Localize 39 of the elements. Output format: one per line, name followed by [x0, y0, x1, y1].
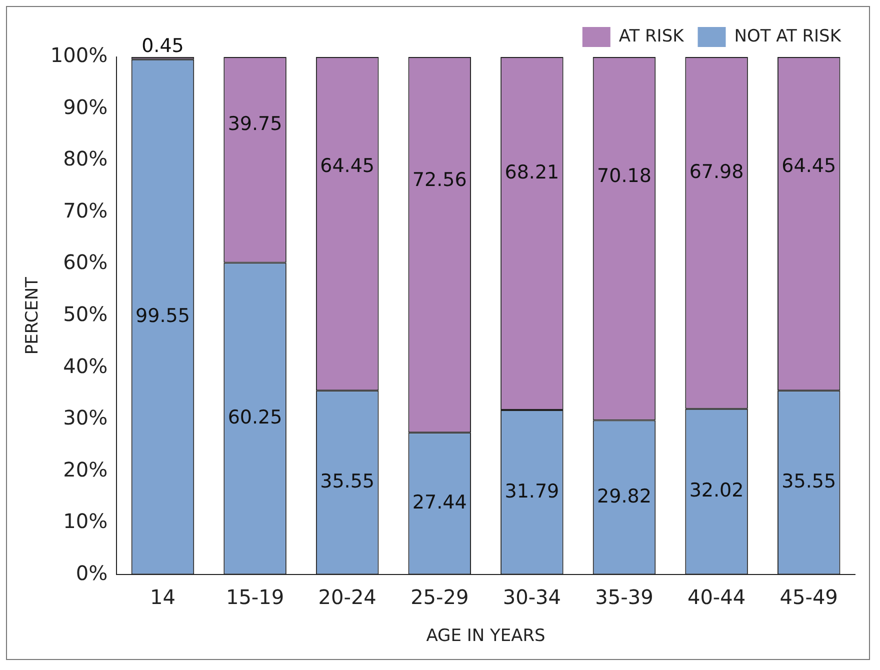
x-axis-title: AGE IN YEARS — [426, 626, 546, 646]
data-label: 70.18 — [597, 164, 652, 187]
y-tick-label: 30% — [63, 406, 108, 430]
data-label: 0.45 — [142, 34, 184, 57]
y-tick-label: 0% — [76, 560, 108, 585]
y-tick-label: 70% — [63, 198, 108, 222]
y-tick-label: 20% — [63, 457, 108, 482]
data-label: 64.45 — [320, 155, 375, 178]
y-tick-label: 100% — [50, 43, 108, 68]
data-label: 64.45 — [782, 155, 836, 178]
data-label: 67.98 — [689, 161, 744, 184]
y-tick-label: 40% — [63, 354, 108, 378]
data-label: 39.75 — [228, 112, 282, 135]
data-label: 72.56 — [412, 168, 467, 191]
y-axis-title: PERCENT — [22, 276, 43, 355]
x-tick-label: 30-34 — [502, 584, 562, 609]
x-tick-label: 35-39 — [595, 584, 654, 609]
x-tick-label: 25-29 — [410, 584, 469, 609]
data-label: 27.44 — [412, 492, 467, 514]
y-tick-label: 80% — [63, 146, 108, 171]
data-label: 31.79 — [504, 480, 560, 502]
x-tick-label: 20-24 — [318, 584, 376, 609]
y-tick-label: 60% — [63, 250, 108, 274]
x-tick-label: 14 — [150, 584, 176, 609]
x-tick-label: 40-44 — [687, 584, 746, 609]
y-tick-label: 50% — [63, 302, 108, 326]
data-label: 68.21 — [504, 161, 560, 184]
data-label: 32.02 — [689, 480, 744, 502]
y-tick-label: 90% — [63, 94, 108, 119]
y-tick-label: 10% — [63, 509, 108, 534]
x-tick-label: 15-19 — [226, 584, 284, 609]
data-label: 29.82 — [597, 485, 652, 508]
legend-label: NOT AT RISK — [734, 26, 842, 46]
data-label: 35.55 — [320, 470, 375, 493]
data-label: 99.55 — [136, 304, 190, 327]
data-label: 60.25 — [228, 406, 282, 429]
legend-label: AT RISK — [618, 26, 685, 46]
data-label: 35.55 — [782, 470, 836, 493]
x-tick-label: 45-49 — [780, 584, 838, 609]
